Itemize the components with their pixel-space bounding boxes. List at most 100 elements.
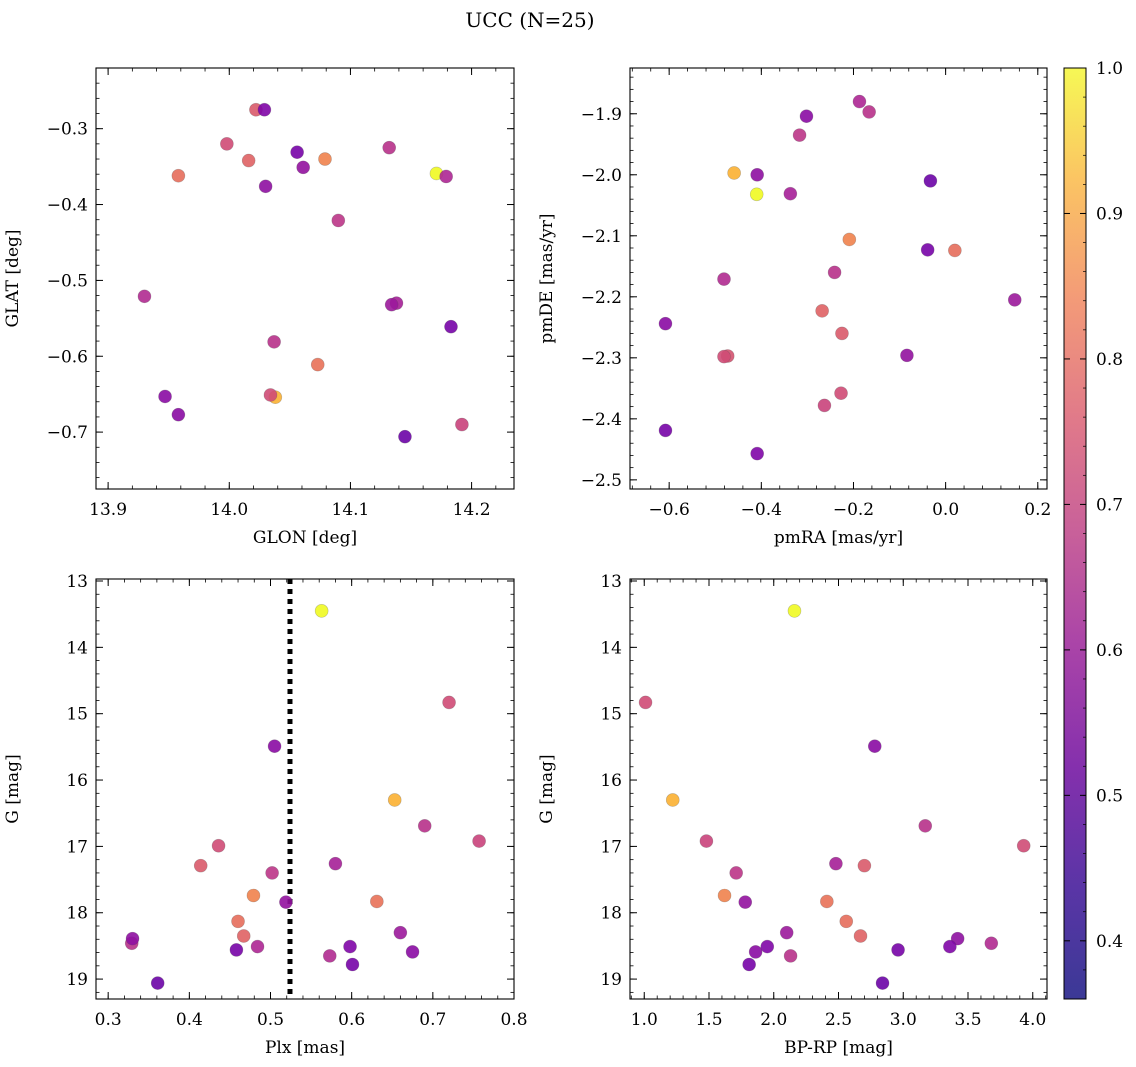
data-point bbox=[290, 145, 304, 159]
data-point bbox=[727, 166, 741, 180]
data-point bbox=[699, 834, 714, 848]
y-tick-label: 15 bbox=[600, 705, 622, 725]
data-point bbox=[331, 213, 346, 228]
data-point bbox=[279, 895, 293, 909]
data-point bbox=[920, 243, 935, 257]
data-point bbox=[760, 939, 775, 954]
data-point bbox=[263, 388, 278, 402]
y-tick-label: 17 bbox=[600, 837, 622, 857]
data-point bbox=[857, 858, 872, 873]
y-tick-label: −2.0 bbox=[581, 166, 622, 186]
data-point bbox=[267, 335, 281, 349]
x-axis-label: Plx [mas] bbox=[265, 1038, 345, 1058]
data-point bbox=[1007, 293, 1022, 307]
x-tick-label: 3.5 bbox=[954, 1010, 981, 1030]
data-point bbox=[267, 739, 282, 754]
data-point bbox=[950, 931, 965, 946]
plot-area bbox=[630, 579, 1047, 999]
x-tick-label: 0.6 bbox=[338, 1010, 365, 1030]
data-point bbox=[799, 109, 814, 124]
colorbar-tick-label: 0.5 bbox=[1096, 786, 1123, 806]
colorbar-tick-label: 0.6 bbox=[1096, 641, 1123, 661]
plot-area bbox=[630, 68, 1047, 489]
data-point bbox=[370, 894, 384, 909]
x-tick-label: 0.2 bbox=[1024, 500, 1051, 520]
y-tick-label: 18 bbox=[600, 904, 622, 924]
x-tick-label: −0.4 bbox=[741, 500, 782, 520]
y-tick-label: −1.9 bbox=[581, 105, 622, 125]
y-axis-label: GLAT [deg] bbox=[3, 229, 23, 327]
x-tick-label: 2.5 bbox=[825, 1010, 852, 1030]
data-point bbox=[717, 888, 732, 903]
colorbar-tick-label: 0.8 bbox=[1096, 350, 1123, 370]
data-point bbox=[229, 943, 244, 957]
data-point bbox=[817, 398, 832, 413]
data-point bbox=[717, 349, 731, 364]
data-point bbox=[867, 739, 882, 754]
data-point bbox=[875, 976, 890, 990]
data-point bbox=[835, 326, 849, 341]
data-point bbox=[211, 838, 226, 853]
data-point bbox=[384, 297, 399, 312]
x-tick-label: 0.4 bbox=[176, 1010, 203, 1030]
panel-1: 13.9 14.0 14.1 14.2 −0.3 −0.4 −0.5 −0.6 −0.7 GLON… bbox=[3, 67, 515, 548]
data-point bbox=[405, 945, 420, 959]
y-tick-label: −0.5 bbox=[47, 271, 88, 291]
y-axis-label: G [mag] bbox=[3, 754, 23, 823]
data-point bbox=[439, 169, 453, 184]
colorbar: 0.4 0.5 0.6 0.7 0.8 0.9 1.0 bbox=[1063, 59, 1123, 1000]
x-tick-label: 14.1 bbox=[332, 500, 370, 520]
panels-group: 13.9 14.0 14.1 14.2 −0.3 −0.4 −0.5 −0.6 −0.7 GLON… bbox=[3, 67, 1051, 1058]
y-tick-label: −2.5 bbox=[581, 471, 622, 491]
data-point bbox=[258, 179, 273, 194]
y-tick-label: 16 bbox=[66, 771, 88, 791]
data-point bbox=[231, 914, 245, 929]
data-point bbox=[257, 102, 272, 117]
data-point bbox=[246, 888, 261, 903]
panel-2: −0.6 −0.4 −0.2 0.0 0.2 −1.9 −2.0 −2.1 −2.2 −2.3 −2… bbox=[537, 67, 1051, 548]
data-point bbox=[852, 94, 867, 109]
y-tick-label: 18 bbox=[66, 904, 88, 924]
y-tick-label: 15 bbox=[66, 705, 88, 725]
x-tick-label: 1.5 bbox=[695, 1010, 722, 1030]
colorbar-gradient bbox=[1063, 67, 1087, 1000]
data-point bbox=[729, 866, 743, 880]
panel-4: 1.0 1.5 2.0 2.5 3.0 3.5 4.0 13 14 15 16 17 18 19 BP-RP… bbox=[537, 572, 1048, 1058]
data-point bbox=[665, 793, 680, 807]
data-point bbox=[345, 957, 360, 972]
data-point bbox=[750, 446, 764, 461]
data-point bbox=[984, 936, 999, 951]
y-tick-label: −2.4 bbox=[581, 410, 622, 430]
y-tick-label: −2.3 bbox=[581, 349, 622, 369]
data-point bbox=[943, 939, 957, 954]
plot-area bbox=[96, 579, 514, 999]
x-tick-label: 14.2 bbox=[453, 500, 491, 520]
data-point bbox=[310, 357, 325, 372]
y-tick-label: −2.2 bbox=[581, 288, 622, 308]
data-point bbox=[783, 186, 798, 201]
x-tick-label: 0.3 bbox=[95, 1010, 122, 1030]
data-point bbox=[137, 289, 152, 304]
y-tick-label: −0.7 bbox=[47, 423, 88, 443]
data-point bbox=[638, 695, 653, 710]
colorbar-tick-label: 0.4 bbox=[1096, 932, 1123, 952]
x-tick-label: 0.8 bbox=[500, 1010, 527, 1030]
data-point bbox=[787, 604, 802, 618]
x-axis-label: GLON [deg] bbox=[253, 528, 357, 548]
data-point bbox=[918, 819, 933, 833]
data-point bbox=[417, 819, 432, 833]
colorbar-tick-label: 0.7 bbox=[1096, 495, 1123, 515]
data-point bbox=[923, 174, 938, 188]
x-tick-label: 3.0 bbox=[890, 1010, 917, 1030]
data-point bbox=[815, 304, 829, 318]
axes-frame bbox=[95, 67, 515, 490]
data-point bbox=[220, 137, 234, 151]
figure-title: UCC (N=25) bbox=[465, 8, 594, 32]
x-tick-label: 2.0 bbox=[760, 1010, 787, 1030]
data-point bbox=[658, 316, 673, 331]
x-tick-label: −0.6 bbox=[649, 500, 690, 520]
data-point bbox=[1016, 838, 1031, 853]
data-point bbox=[891, 943, 905, 957]
colorbar-tick-label: 0.9 bbox=[1096, 204, 1123, 224]
x-tick-label: 13.9 bbox=[89, 500, 127, 520]
